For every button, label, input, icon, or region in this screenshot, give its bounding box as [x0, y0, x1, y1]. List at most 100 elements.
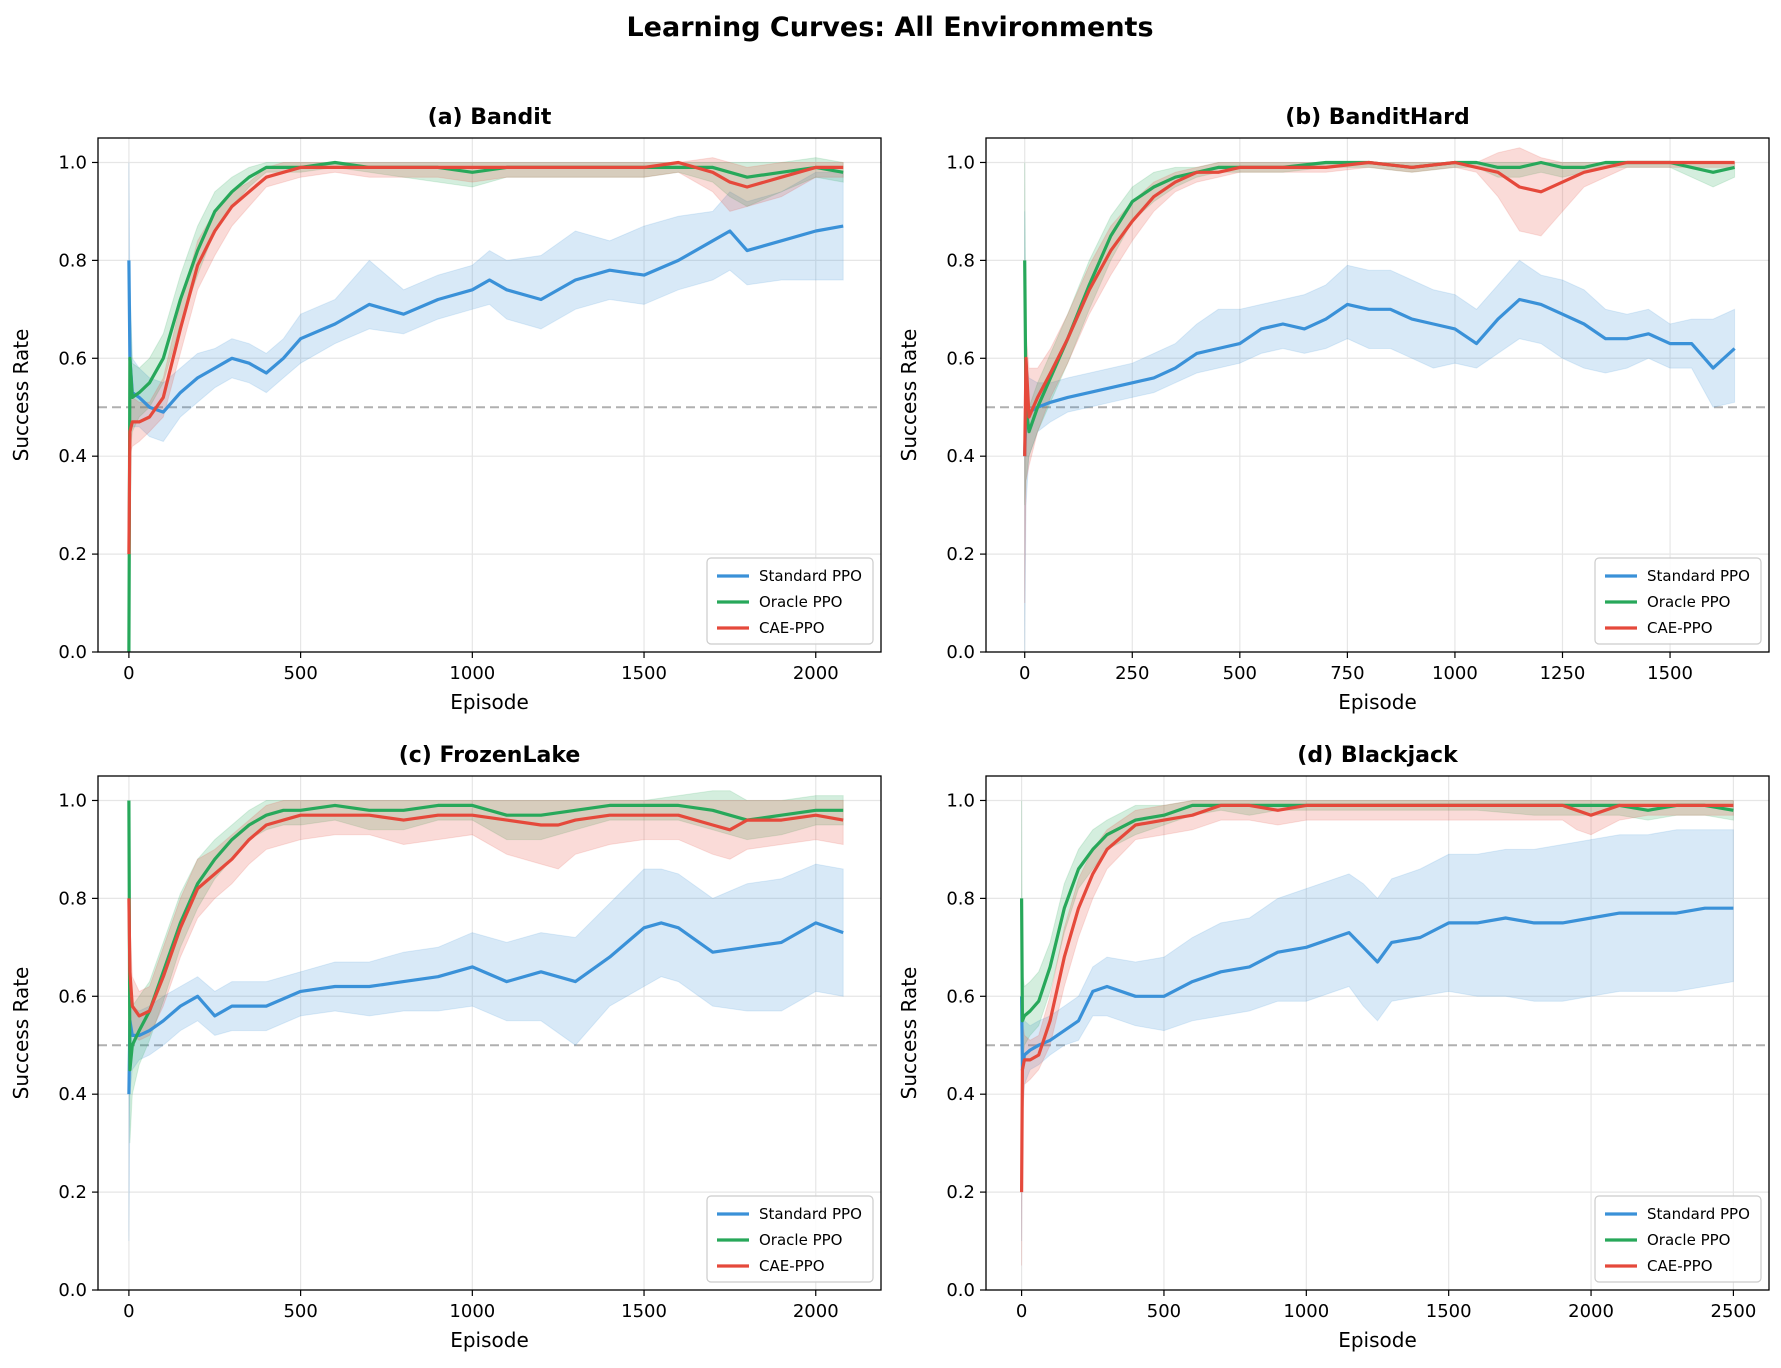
figure-title: Learning Curves: All Environments — [626, 12, 1153, 43]
x-tick-label: 1000 — [449, 663, 495, 684]
legend-label-cae: CAE-PPO — [759, 1257, 825, 1275]
ticks: 0 250 500 750 1000 1250 1500 0.0 0.2 0.4 0.6 0.8 1.0 — [946, 152, 1693, 684]
grid — [98, 138, 881, 653]
panel-1: 0 500 1000 1500 2000 0.0 0.2 0.4 0.6 0.8 1.0 (a) Ba… — [9, 105, 882, 714]
series-line-oracle — [127, 800, 844, 1072]
legend-label-oracle: Oracle PPO — [759, 1231, 842, 1249]
plot-area — [1020, 800, 1734, 1266]
x-tick-label: 2000 — [793, 1301, 839, 1322]
x-tick-label: 1500 — [621, 1301, 667, 1322]
y-tick-label: 0.2 — [946, 1182, 975, 1203]
ticks: 0 500 1000 1500 2000 0.0 0.2 0.4 0.6 0.8 1.0 — [58, 790, 838, 1322]
x-axis-label: Episode — [1338, 690, 1417, 714]
y-tick-label: 0.4 — [946, 1084, 975, 1105]
panel-3: 0 500 1000 1500 2000 0.0 0.2 0.4 0.6 0.8 1.0 (c) Fr… — [9, 743, 882, 1352]
plot-frame — [97, 137, 882, 653]
confidence-band-cae — [128, 800, 844, 1046]
series-line-cae — [1023, 160, 1735, 457]
legend-box — [706, 1195, 874, 1283]
y-tick-label: 0.4 — [58, 1084, 87, 1105]
y-axis-label: Success Rate — [9, 329, 33, 462]
x-tick-label: 2500 — [1711, 1301, 1757, 1322]
x-tick-label: 1500 — [621, 663, 667, 684]
x-axis-label: Episode — [1338, 1328, 1417, 1352]
y-tick-label: 0.4 — [946, 446, 975, 467]
x-tick-label: 1000 — [449, 1301, 495, 1322]
x-tick-label: 2000 — [793, 663, 839, 684]
confidence-band-oracle — [1024, 162, 1736, 506]
plot-frame — [985, 775, 1770, 1291]
y-tick-label: 0.6 — [58, 986, 87, 1007]
y-tick-label: 1.0 — [946, 152, 975, 173]
y-tick-label: 1.0 — [946, 790, 975, 811]
legend-label-oracle: Oracle PPO — [1647, 593, 1730, 611]
legend-label-standard: Standard PPO — [1647, 567, 1750, 585]
x-tick-label: 0 — [123, 1301, 134, 1322]
confidence-band-cae — [1021, 800, 1734, 1266]
x-tick-label: 1500 — [1647, 663, 1693, 684]
x-tick-label: 750 — [1330, 663, 1364, 684]
series-line-standard — [127, 224, 844, 414]
plot-area — [127, 157, 844, 652]
y-tick-label: 0.0 — [946, 642, 975, 663]
series-line-cae — [1020, 803, 1734, 1193]
panel-title: (b) BanditHard — [1285, 105, 1469, 130]
legend-label-cae: CAE-PPO — [759, 619, 825, 637]
confidence-band-standard — [128, 162, 844, 443]
y-tick-label: 0.8 — [58, 888, 87, 909]
y-axis-label: Success Rate — [9, 967, 33, 1100]
y-tick-label: 0.8 — [58, 250, 87, 271]
confidence-band-standard — [1021, 829, 1734, 1242]
y-tick-label: 0.0 — [946, 1280, 975, 1301]
x-axis-label: Episode — [450, 1328, 529, 1352]
legend-label-standard: Standard PPO — [759, 567, 862, 585]
panel-4: 0 500 1000 1500 2000 2500 0.0 0.2 0.4 0.6 0.8 1.0 (d… — [897, 743, 1770, 1352]
plot-area — [127, 790, 844, 1242]
y-tick-label: 0.2 — [58, 544, 87, 565]
x-tick-label: 500 — [283, 663, 317, 684]
legend-box — [1594, 557, 1762, 645]
plot-frame — [97, 775, 882, 1291]
confidence-band-oracle — [1021, 800, 1734, 1095]
confidence-band-standard — [1024, 211, 1736, 652]
legend: Standard PPO Oracle PPO CAE-PPO — [706, 1195, 874, 1283]
legend-box — [1594, 1195, 1762, 1283]
y-tick-label: 0.6 — [946, 348, 975, 369]
x-tick-label: 2000 — [1568, 1301, 1614, 1322]
series-line-cae — [127, 813, 844, 1018]
series-line-cae — [127, 160, 844, 555]
ticks: 0 500 1000 1500 2000 2500 0.0 0.2 0.4 0.6 0.8 1.0 — [946, 790, 1756, 1322]
series-line-standard — [127, 921, 844, 1095]
legend-label-oracle: Oracle PPO — [759, 593, 842, 611]
plot-area — [1023, 147, 1736, 652]
x-tick-label: 0 — [1019, 663, 1030, 684]
y-tick-label: 0.2 — [58, 1182, 87, 1203]
legend-label-standard: Standard PPO — [1647, 1205, 1750, 1223]
legend: Standard PPO Oracle PPO CAE-PPO — [1594, 557, 1762, 645]
legend: Standard PPO Oracle PPO CAE-PPO — [1594, 1195, 1762, 1283]
plot-frame — [985, 137, 1770, 653]
y-tick-label: 0.0 — [58, 642, 87, 663]
series-line-standard — [1023, 297, 1736, 457]
x-tick-label: 0 — [123, 663, 134, 684]
x-tick-label: 0 — [1016, 1301, 1027, 1322]
confidence-band-cae — [128, 157, 844, 652]
confidence-band-standard — [128, 863, 844, 1242]
panel-title: (d) Blackjack — [1297, 743, 1459, 768]
x-tick-label: 500 — [1147, 1301, 1181, 1322]
y-tick-label: 0.8 — [946, 888, 975, 909]
y-tick-label: 0.6 — [946, 986, 975, 1007]
x-axis-label: Episode — [450, 690, 529, 714]
y-tick-label: 0.2 — [946, 544, 975, 565]
y-tick-label: 0.8 — [946, 250, 975, 271]
y-tick-label: 0.4 — [58, 446, 87, 467]
panels: 0 500 1000 1500 2000 0.0 0.2 0.4 0.6 0.8 1.0 (a) Ba… — [9, 105, 1770, 1352]
legend-label-cae: CAE-PPO — [1647, 619, 1713, 637]
panel-title: (c) FrozenLake — [399, 743, 581, 768]
x-tick-label: 1000 — [1283, 1301, 1329, 1322]
x-tick-label: 250 — [1115, 663, 1149, 684]
panel-2: 0 250 500 750 1000 1250 1500 0.0 0.2 0.4 0.6 0.8 1.0… — [897, 105, 1770, 714]
legend-box — [706, 557, 874, 645]
panel-title: (a) Bandit — [428, 105, 552, 130]
